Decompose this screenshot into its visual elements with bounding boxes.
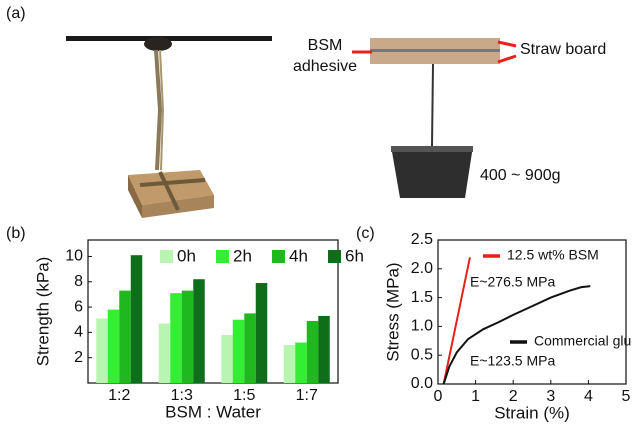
y-tick-label: 0.5 (411, 346, 433, 363)
x-tick-label: 2 (509, 388, 518, 405)
bar (233, 320, 245, 383)
y-tick-label: 2.0 (411, 260, 433, 277)
x-axis-title: Strain (%) (494, 403, 570, 422)
bar (119, 291, 131, 383)
figure: (a) (b) (c) BSM adhesive Straw board 400… (0, 0, 632, 429)
x-tick-label: 3 (546, 388, 555, 405)
x-axis-title: BSM : Water (165, 402, 261, 421)
bar (307, 321, 319, 383)
x-tick-label: 0 (434, 388, 443, 405)
y-tick-label: 1.0 (411, 318, 433, 335)
line (444, 257, 470, 384)
y-tick-label: 2 (74, 349, 83, 366)
bar (159, 324, 171, 383)
legend-swatch (216, 250, 229, 263)
bar (96, 318, 108, 383)
legend-swatch (272, 250, 285, 263)
x-tick-label: 1:7 (296, 387, 318, 404)
bar (182, 291, 194, 383)
y-tick-label: 8 (74, 273, 83, 290)
y-axis-title: Stress (MPa) (383, 262, 402, 361)
legend-label: 12.5 wt% BSM (507, 247, 599, 263)
load-label: 400 ~ 900g (480, 167, 561, 184)
bar (295, 343, 307, 383)
y-tick-label: 0.0 (411, 375, 433, 392)
adhesive-label: BSM (308, 37, 343, 54)
annotation: E~276.5 MPa (470, 274, 555, 290)
adhesive-label: adhesive (293, 58, 357, 75)
y-tick-label: 10 (65, 248, 83, 265)
x-tick-label: 1:3 (171, 387, 193, 404)
legend-swatch (160, 250, 173, 263)
panel-label: (c) (356, 225, 375, 242)
board-label: Straw board (520, 41, 606, 58)
y-tick-label: 4 (74, 324, 83, 341)
bar (170, 293, 182, 383)
x-tick-label: 1 (471, 388, 480, 405)
bar (244, 313, 256, 383)
bar (131, 255, 143, 383)
bar (108, 310, 120, 383)
x-tick-label: 1:5 (233, 387, 255, 404)
y-tick-label: 6 (74, 298, 83, 315)
legend-label: 2h (233, 246, 252, 265)
y-tick-label: 1.5 (411, 289, 433, 306)
x-tick-label: 1:2 (108, 387, 130, 404)
legend-label: Commercial glue (534, 333, 632, 349)
legend-label: 6h (345, 246, 364, 265)
x-tick-label: 4 (584, 388, 593, 405)
legend-label: 0h (177, 246, 196, 265)
photo-left (66, 36, 272, 218)
legend-swatch (328, 250, 341, 263)
legend-label: 4h (289, 246, 308, 265)
x-tick-label: 5 (622, 388, 631, 405)
bar (284, 345, 296, 383)
bar (221, 335, 233, 383)
y-axis-title: Strength (kPa) (33, 257, 52, 367)
bar (318, 316, 330, 383)
annotation: E~123.5 MPa (470, 353, 555, 369)
y-tick-label: 2.5 (411, 231, 433, 248)
bar (193, 279, 205, 383)
bar (256, 283, 268, 383)
panel-label: (b) (6, 225, 26, 242)
panel-label: (a) (6, 5, 26, 22)
